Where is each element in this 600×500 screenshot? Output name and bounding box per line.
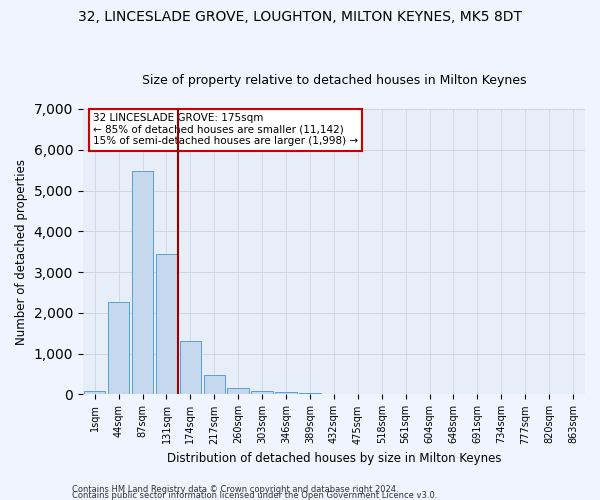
X-axis label: Distribution of detached houses by size in Milton Keynes: Distribution of detached houses by size … [167, 452, 501, 465]
Bar [275, 392, 297, 394]
Bar [156, 254, 177, 394]
Bar [179, 340, 201, 394]
Bar [227, 388, 249, 394]
Text: Contains public sector information licensed under the Open Government Licence v3: Contains public sector information licen… [72, 491, 437, 500]
Text: 32 LINCESLADE GROVE: 175sqm
← 85% of detached houses are smaller (11,142)
15% of: 32 LINCESLADE GROVE: 175sqm ← 85% of det… [93, 114, 358, 146]
Bar [84, 392, 106, 394]
Bar [251, 391, 273, 394]
Title: Size of property relative to detached houses in Milton Keynes: Size of property relative to detached ho… [142, 74, 526, 87]
Bar [299, 393, 321, 394]
Y-axis label: Number of detached properties: Number of detached properties [15, 158, 28, 344]
Bar [132, 171, 154, 394]
Text: Contains HM Land Registry data © Crown copyright and database right 2024.: Contains HM Land Registry data © Crown c… [72, 485, 398, 494]
Bar [108, 302, 130, 394]
Text: 32, LINCESLADE GROVE, LOUGHTON, MILTON KEYNES, MK5 8DT: 32, LINCESLADE GROVE, LOUGHTON, MILTON K… [78, 10, 522, 24]
Bar [203, 376, 225, 394]
